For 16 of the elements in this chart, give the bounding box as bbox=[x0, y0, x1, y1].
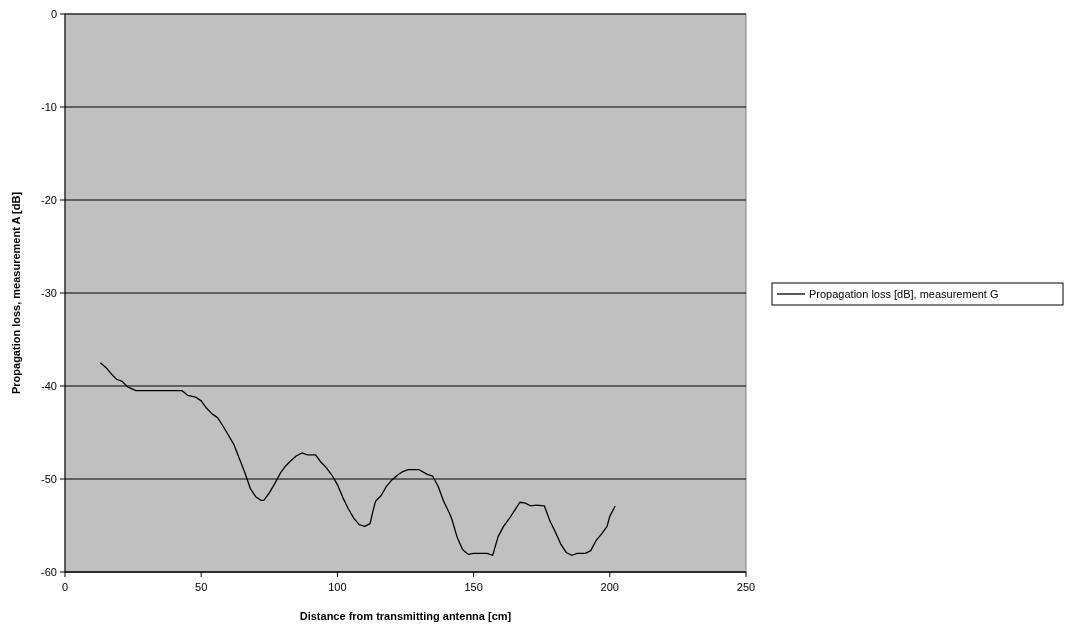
x-tick-label: 250 bbox=[736, 581, 756, 593]
y-tick-label: -40 bbox=[41, 379, 57, 392]
y-tick-label: -50 bbox=[41, 472, 57, 485]
x-tick-label: 150 bbox=[464, 581, 483, 593]
y-tick-label: -10 bbox=[41, 100, 57, 113]
y-tick-label: -20 bbox=[41, 193, 57, 206]
y-tick-label: -60 bbox=[41, 565, 57, 578]
x-axis-title: Distance from transmitting antenna [cm] bbox=[299, 610, 512, 622]
legend-label: Propagation loss [dB], measurement G bbox=[809, 287, 999, 300]
x-tick-label: 100 bbox=[328, 581, 347, 593]
y-tick-label: -30 bbox=[41, 286, 57, 299]
y-tick-label: 0 bbox=[50, 7, 57, 20]
x-tick-label: 200 bbox=[600, 581, 619, 593]
y-axis-title: Propagation loss, measurement A [dB] bbox=[10, 191, 22, 395]
x-tick-label: 50 bbox=[195, 581, 208, 593]
x-tick-label: 0 bbox=[61, 581, 69, 593]
